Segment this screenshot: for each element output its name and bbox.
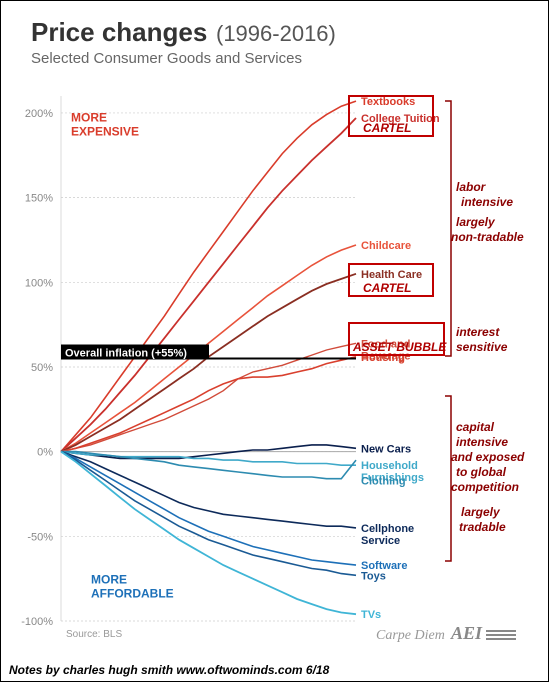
annotation-text: tradable <box>459 520 506 534</box>
series-label: Childcare <box>361 240 411 252</box>
series-label: Toys <box>361 570 386 582</box>
annotation-text: to global <box>456 465 507 479</box>
more-affordable-label: MORE <box>91 573 127 587</box>
annotation-text: intensive <box>456 435 508 449</box>
bracket <box>445 396 451 561</box>
annotation-text: intensive <box>461 195 513 209</box>
annotation-text: sensitive <box>456 340 508 354</box>
bracket <box>445 101 451 356</box>
series-label: Service <box>361 535 400 547</box>
box-label: ASSET BUBBLE <box>352 340 447 354</box>
inflation-label: Overall inflation (+55%) <box>65 348 187 360</box>
y-tick-label: 50% <box>31 362 53 374</box>
annotation-text: capital <box>456 420 495 434</box>
box-label: CARTEL <box>363 121 411 135</box>
annotation-text: and exposed <box>451 450 525 464</box>
y-tick-label: 0% <box>37 447 53 459</box>
series-label: Household <box>361 460 418 472</box>
title-years: (1996-2016) <box>216 21 336 46</box>
more-expensive-label: EXPENSIVE <box>71 124 139 138</box>
series-label: Clothing <box>361 475 406 487</box>
series-line <box>61 357 356 452</box>
y-tick-label: 200% <box>25 108 53 120</box>
price-change-chart: Price changes (1996-2016) Selected Consume… <box>1 1 548 661</box>
annotation-text: largely <box>456 215 496 229</box>
annotation-text: interest <box>456 325 500 339</box>
title-main: Price changes <box>31 17 207 47</box>
more-expensive-label: MORE <box>71 110 107 124</box>
y-tick-label: 150% <box>25 193 53 205</box>
series-label: Health Care <box>361 269 422 281</box>
aei-logo: AEI <box>450 623 483 643</box>
y-tick-label: -100% <box>21 616 53 628</box>
series-label: TVs <box>361 609 381 621</box>
source-label: Source: BLS <box>66 629 122 640</box>
annotation-text: competition <box>451 480 519 494</box>
footer-note: Notes by charles hugh smith www.oftwomin… <box>9 663 329 677</box>
series-label: Cellphone <box>361 523 414 535</box>
annotation-text: labor <box>456 180 487 194</box>
more-affordable-label: AFFORDABLE <box>91 587 174 601</box>
series-line <box>61 274 356 452</box>
y-tick-label: 100% <box>25 277 53 289</box>
y-tick-label: -50% <box>27 531 53 543</box>
series-line <box>61 118 356 452</box>
subtitle: Selected Consumer Goods and Services <box>31 50 302 67</box>
box-label: CARTEL <box>363 281 411 295</box>
series-line <box>61 452 356 466</box>
series-label: New Cars <box>361 443 411 455</box>
annotation-text: largely <box>461 505 501 519</box>
annotation-text: non-tradable <box>451 230 524 244</box>
carpe-diem: Carpe Diem <box>376 628 445 643</box>
series-label: Textbooks <box>361 96 415 108</box>
